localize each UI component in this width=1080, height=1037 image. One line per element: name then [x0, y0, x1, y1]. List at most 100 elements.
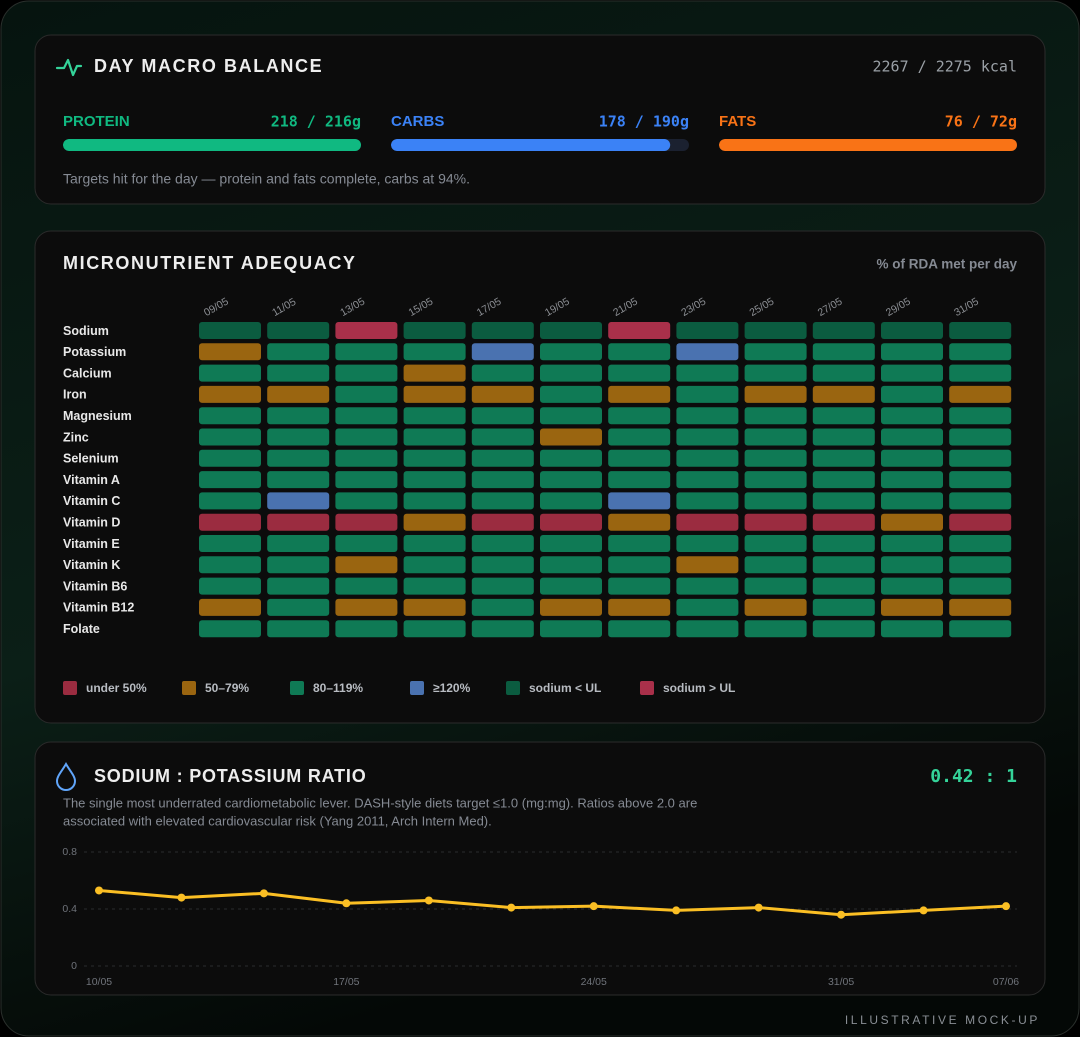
heat-cell [744, 598, 807, 616]
heat-cell [471, 513, 534, 531]
ratio-point [589, 902, 598, 911]
heat-cell [540, 385, 602, 403]
macro-amount: 76 / 72g [945, 113, 1017, 131]
pulse-icon [55, 58, 83, 77]
x-tick-label: 17/05 [333, 976, 359, 988]
nutrient-label: Vitamin A [63, 473, 120, 487]
heat-cell [881, 598, 943, 616]
drop-icon [55, 761, 77, 791]
nutrient-label: Vitamin C [63, 494, 120, 508]
heat-cell [403, 385, 466, 403]
heat-cell [471, 364, 534, 382]
heat-cell [199, 492, 261, 510]
heat-cell [199, 556, 261, 574]
legend-swatch [640, 681, 654, 695]
heat-cell [199, 385, 261, 403]
nutrient-label: Calcium [63, 366, 112, 380]
heat-cell [540, 407, 602, 425]
heat-cell [744, 535, 807, 552]
heat-cell [267, 364, 330, 382]
heat-cell [540, 598, 602, 616]
heat-cell [267, 428, 330, 446]
heat-cell [881, 535, 943, 552]
heat-cell [881, 449, 943, 467]
heat-cell [403, 343, 466, 361]
heat-cell [540, 322, 602, 339]
macro-name: FATS [719, 113, 756, 130]
heat-cell [949, 364, 1012, 382]
heat-cell [881, 385, 943, 403]
heat-cell [403, 535, 466, 552]
heat-cell [471, 385, 534, 403]
heat-cell [540, 556, 602, 574]
heat-cell [199, 598, 261, 616]
heat-cell [267, 513, 330, 531]
heat-cell [812, 428, 875, 446]
legend-swatch [182, 681, 196, 695]
heat-cell [676, 385, 739, 403]
macro-amount: 178 / 190g [599, 113, 689, 131]
x-tick-label: 10/05 [86, 976, 112, 988]
heat-cell [608, 322, 671, 339]
heat-cell [949, 513, 1012, 531]
heat-cell [471, 322, 534, 339]
heat-cell [267, 343, 330, 361]
heat-cell [812, 535, 875, 552]
heat-cell [881, 513, 943, 531]
heat-cell [744, 385, 807, 403]
heat-cell [608, 471, 671, 489]
heat-cell [608, 343, 671, 361]
nutrient-label: Potassium [63, 345, 126, 359]
x-tick-label: 07/06 [993, 976, 1019, 988]
heat-cell [471, 620, 534, 638]
heat-cell [471, 471, 534, 489]
legend-label: 50–79% [205, 681, 249, 695]
heat-cell [199, 428, 261, 446]
heat-cell [540, 471, 602, 489]
ratio-description: associated with elevated cardiovascular … [63, 813, 492, 828]
heat-cell [540, 513, 602, 531]
y-tick-label: 0 [71, 960, 77, 972]
heat-cell [812, 598, 875, 616]
heat-cell [335, 343, 398, 361]
ratio-point [507, 903, 516, 912]
heat-cell [403, 407, 466, 425]
nutrient-label: Vitamin B12 [63, 601, 134, 615]
nutrient-label: Zinc [63, 430, 89, 444]
heat-cell [471, 598, 534, 616]
heat-cell [335, 385, 398, 403]
heat-cell [403, 598, 466, 616]
heat-cell [267, 535, 330, 552]
heat-cell [540, 577, 602, 595]
nutrient-label: Vitamin E [63, 537, 120, 551]
heat-cell [949, 449, 1012, 467]
heat-cell [335, 471, 398, 489]
heat-cell [881, 471, 943, 489]
heat-cell [608, 556, 671, 574]
ratio-point [177, 893, 186, 902]
heat-cell [403, 577, 466, 595]
ratio-point [919, 906, 928, 915]
nutrient-label: Vitamin D [63, 515, 120, 529]
heat-cell [949, 407, 1012, 425]
heat-cell [471, 577, 534, 595]
macro-name: PROTEIN [63, 113, 130, 130]
heat-cell [949, 471, 1012, 489]
heat-cell [540, 535, 602, 552]
heat-cell [471, 535, 534, 552]
ratio-title: SODIUM : POTASSIUM RATIO [94, 766, 367, 786]
heat-cell [676, 449, 739, 467]
heat-cell [812, 513, 875, 531]
legend-swatch [410, 681, 424, 695]
heat-cell [608, 535, 671, 552]
heat-cell [812, 449, 875, 467]
micro-subtitle: % of RDA met per day [876, 257, 1017, 272]
nutrient-label: Selenium [63, 452, 119, 466]
heat-cell [744, 364, 807, 382]
macro-bar-group [63, 139, 361, 151]
heat-cell [335, 322, 398, 339]
heat-cell [744, 577, 807, 595]
heat-cell [403, 449, 466, 467]
heat-cell [676, 577, 739, 595]
heat-cell [676, 428, 739, 446]
